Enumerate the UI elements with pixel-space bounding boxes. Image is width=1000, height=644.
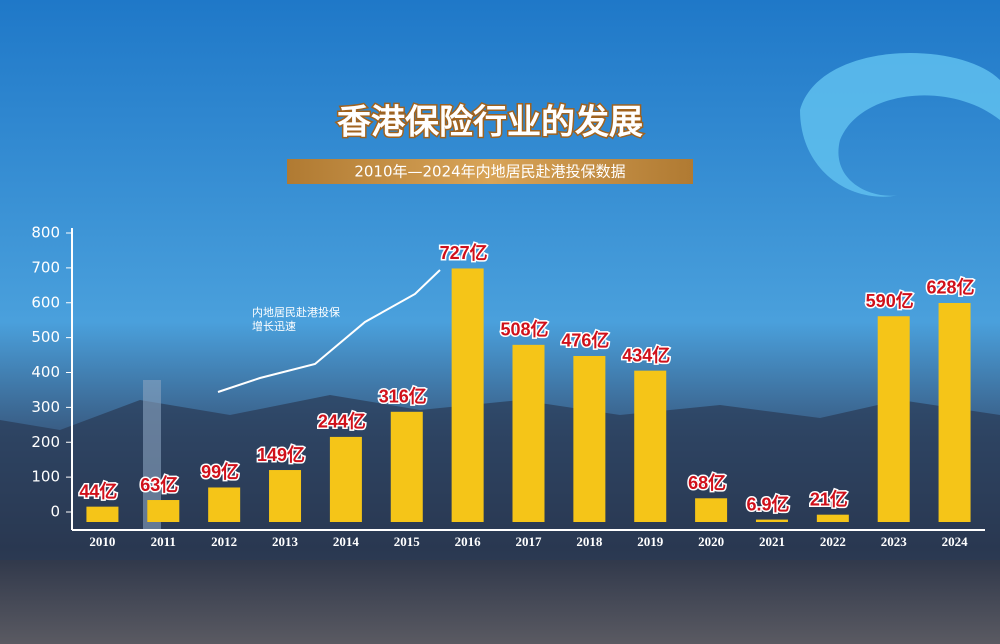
subtitle-band bbox=[287, 159, 693, 184]
x-tick-label: 2015 bbox=[394, 534, 421, 549]
x-tick-label: 2014 bbox=[333, 534, 360, 549]
x-tick-label: 2011 bbox=[151, 534, 176, 549]
value-label: 6.9亿 bbox=[746, 493, 789, 514]
bar bbox=[147, 500, 180, 522]
value-label: 476亿 bbox=[561, 330, 609, 351]
y-tick-label: 400 bbox=[31, 363, 60, 381]
value-label: 628亿 bbox=[927, 277, 975, 298]
value-label: 99亿 bbox=[201, 461, 239, 482]
y-tick-label: 100 bbox=[31, 468, 60, 486]
bar bbox=[573, 355, 606, 522]
y-tick-label: 500 bbox=[31, 328, 60, 346]
x-tick-label: 2021 bbox=[759, 534, 785, 549]
value-label: 44亿 bbox=[79, 480, 117, 501]
bar bbox=[86, 506, 119, 522]
value-label: 316亿 bbox=[379, 386, 427, 407]
value-label: 68亿 bbox=[688, 472, 726, 493]
bar bbox=[938, 302, 971, 522]
value-label: 149亿 bbox=[257, 444, 305, 465]
value-label: 434亿 bbox=[622, 344, 670, 365]
y-tick-label: 700 bbox=[31, 258, 60, 276]
x-tick-label: 2023 bbox=[881, 534, 908, 549]
bar bbox=[816, 514, 849, 522]
bar bbox=[269, 470, 302, 522]
value-label: 727亿 bbox=[440, 242, 488, 263]
x-tick-label: 2022 bbox=[820, 534, 846, 549]
ribbon bbox=[800, 52, 1000, 197]
bar bbox=[512, 344, 545, 522]
value-label: 590亿 bbox=[866, 290, 914, 311]
x-tick-label: 2020 bbox=[698, 534, 724, 549]
bar bbox=[390, 411, 423, 522]
bar bbox=[208, 487, 241, 522]
x-tick-label: 2019 bbox=[637, 534, 664, 549]
bar bbox=[451, 268, 484, 522]
annotation: 内地居民赴港投保 bbox=[252, 305, 340, 319]
x-tick-label: 2018 bbox=[576, 534, 603, 549]
bar bbox=[634, 370, 667, 522]
x-tick-label: 2012 bbox=[211, 534, 237, 549]
trend-line bbox=[217, 269, 441, 393]
tower bbox=[143, 380, 161, 530]
value-label: 63亿 bbox=[140, 474, 178, 495]
x-tick-label: 2013 bbox=[272, 534, 299, 549]
value-label: 244亿 bbox=[318, 411, 366, 432]
bar bbox=[695, 498, 728, 522]
y-tick-label: 200 bbox=[31, 433, 60, 451]
bar bbox=[755, 519, 788, 522]
subtitle: 2010年—2024年内地居民赴港投保数据 bbox=[354, 163, 625, 181]
x-tick-label: 2024 bbox=[942, 534, 969, 549]
y-tick-label: 0 bbox=[50, 503, 60, 521]
annotation: 增长迅速 bbox=[252, 319, 296, 333]
bar bbox=[329, 436, 362, 522]
value-label: 21亿 bbox=[810, 488, 848, 509]
x-tick-label: 2010 bbox=[89, 534, 115, 549]
y-tick-label: 600 bbox=[31, 293, 60, 311]
value-label: 508亿 bbox=[500, 319, 548, 340]
bar bbox=[877, 316, 910, 522]
x-tick-label: 2017 bbox=[516, 534, 543, 549]
y-tick-label: 300 bbox=[31, 398, 60, 416]
chart-title: 香港保险行业的发展 bbox=[337, 103, 643, 143]
city-silhouette bbox=[0, 395, 1000, 560]
y-tick-label: 800 bbox=[31, 224, 60, 242]
x-tick-label: 2016 bbox=[455, 534, 482, 549]
